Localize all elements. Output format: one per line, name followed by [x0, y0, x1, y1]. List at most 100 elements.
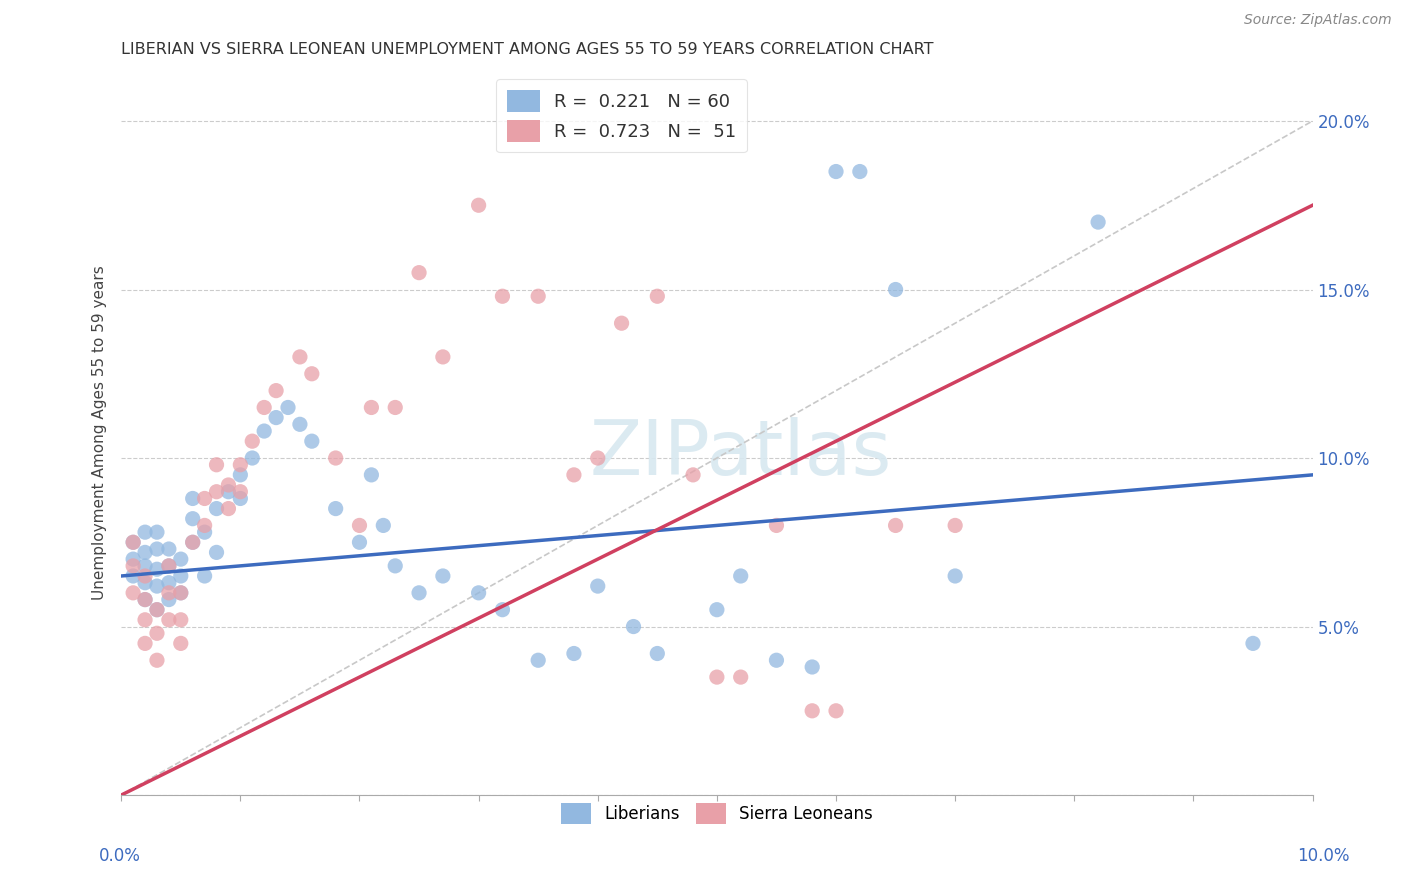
Point [134, 592, 156, 607]
Point [170, 569, 193, 583]
Point [170, 586, 193, 600]
Point [801, 660, 824, 674]
Point [264, 410, 287, 425]
Point [157, 541, 180, 556]
Point [122, 552, 145, 566]
Point [884, 283, 907, 297]
Point [146, 579, 169, 593]
Point [586, 579, 609, 593]
Point [181, 535, 204, 549]
Text: Source: ZipAtlas.com: Source: ZipAtlas.com [1244, 13, 1392, 28]
Point [562, 467, 585, 482]
Point [765, 653, 787, 667]
Point [122, 558, 145, 573]
Point [325, 501, 347, 516]
Point [194, 518, 217, 533]
Point [349, 535, 371, 549]
Point [122, 569, 145, 583]
Point [349, 518, 371, 533]
Point [623, 619, 645, 633]
Point [157, 558, 180, 573]
Point [122, 586, 145, 600]
Point [706, 603, 728, 617]
Text: LIBERIAN VS SIERRA LEONEAN UNEMPLOYMENT AMONG AGES 55 TO 59 YEARS CORRELATION CH: LIBERIAN VS SIERRA LEONEAN UNEMPLOYMENT … [121, 42, 934, 57]
Point [943, 518, 966, 533]
Point [217, 484, 239, 499]
Point [146, 603, 169, 617]
Point [146, 653, 169, 667]
Point [217, 478, 239, 492]
Point [825, 164, 848, 178]
Point [765, 518, 787, 533]
Point [217, 501, 239, 516]
Point [682, 467, 704, 482]
Point [360, 401, 382, 415]
Point [134, 636, 156, 650]
Point [229, 467, 252, 482]
Point [229, 484, 252, 499]
Point [157, 575, 180, 590]
Text: ZIPatlas: ZIPatlas [589, 417, 891, 491]
Point [610, 316, 633, 330]
Point [253, 424, 276, 438]
Point [647, 289, 669, 303]
Point [849, 164, 872, 178]
Point [467, 198, 489, 212]
Point [134, 569, 156, 583]
Point [134, 525, 156, 540]
Point [181, 511, 204, 525]
Point [146, 603, 169, 617]
Point [527, 653, 550, 667]
Point [181, 491, 204, 506]
Point [562, 647, 585, 661]
Point [586, 450, 609, 465]
Point [288, 350, 311, 364]
Point [122, 535, 145, 549]
Point [134, 613, 156, 627]
Point [730, 569, 752, 583]
Point [884, 518, 907, 533]
Point [264, 384, 287, 398]
Point [373, 518, 395, 533]
Text: 10.0%: 10.0% [1298, 847, 1350, 864]
Point [277, 401, 299, 415]
Point [205, 458, 228, 472]
Point [384, 401, 406, 415]
Point [1241, 636, 1264, 650]
Point [730, 670, 752, 684]
Point [384, 558, 406, 573]
Point [647, 647, 669, 661]
Point [408, 266, 430, 280]
Point [360, 467, 382, 482]
Point [240, 450, 263, 465]
Point [170, 552, 193, 566]
Point [157, 558, 180, 573]
Point [205, 501, 228, 516]
Point [325, 450, 347, 465]
Legend: Liberians, Sierra Leoneans: Liberians, Sierra Leoneans [554, 797, 880, 830]
Point [146, 525, 169, 540]
Point [170, 586, 193, 600]
Point [432, 569, 454, 583]
Point [134, 592, 156, 607]
Point [122, 535, 145, 549]
Point [301, 434, 323, 449]
Point [432, 350, 454, 364]
Point [229, 491, 252, 506]
Point [229, 458, 252, 472]
Point [134, 575, 156, 590]
Point [825, 704, 848, 718]
Y-axis label: Unemployment Among Ages 55 to 59 years: Unemployment Among Ages 55 to 59 years [93, 265, 107, 600]
Point [194, 525, 217, 540]
Point [408, 586, 430, 600]
Point [146, 626, 169, 640]
Text: 0.0%: 0.0% [98, 847, 141, 864]
Point [491, 289, 513, 303]
Point [157, 586, 180, 600]
Point [467, 586, 489, 600]
Point [491, 603, 513, 617]
Point [288, 417, 311, 432]
Point [170, 613, 193, 627]
Point [157, 613, 180, 627]
Point [943, 569, 966, 583]
